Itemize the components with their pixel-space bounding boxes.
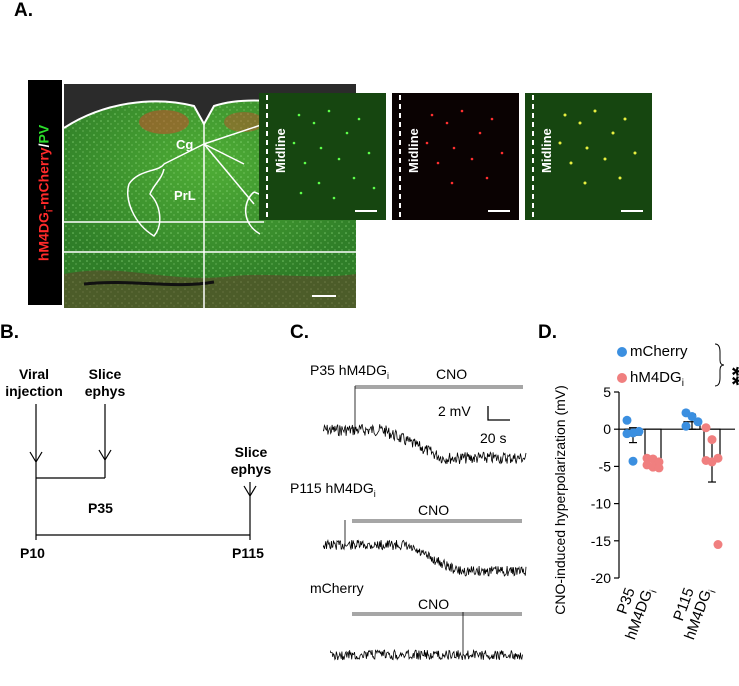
event-slice-ephys-p115: Slice ephys [230,444,272,477]
timepoint-p115: P115 [232,545,264,561]
inset-merge-image: Midline [525,93,652,220]
scale-voltage-label: 2 mV [438,403,471,419]
event-slice-ephys-p35: Slice ephys [84,366,126,399]
data-point [681,421,691,431]
data-point [693,417,703,427]
y-axis-label: CNO-induced hyperpolarization (mV) [552,385,568,615]
cno-bar-2 [352,519,522,523]
region-label-prl: PrL [174,188,196,203]
panel-d-letter: D. [538,322,557,343]
inset-merge-midline-label: Midline [539,128,554,173]
scale-bar-ephys [487,406,510,421]
region-label-cg: Cg [176,137,193,152]
scale-time-label: 20 s [480,430,507,446]
stain-label: hM4DGi-mCherry/PV [35,124,55,261]
timeline-diagram [29,404,257,540]
event-viral-injection: Viral injection [5,366,63,399]
cno-bar-1 [355,385,523,389]
timepoint-p35: P35 [88,500,113,516]
inset-red-midline-label: Midline [406,128,421,173]
data-point [628,456,638,466]
data-point [654,463,664,473]
trace-p35 [323,386,527,465]
data-point [707,457,717,467]
data-point [622,415,632,425]
panel-c-letter: C. [290,322,309,343]
data-point [707,435,717,445]
trace-label-mcherry: mCherry [310,580,364,596]
inset-green-midline-label: Midline [273,128,288,173]
inset-red-image: Midline [392,93,519,220]
data-point [701,423,711,433]
y-tick-label: 0 [603,421,611,437]
inset-green-image: Midline [259,93,386,220]
y-tick-label: 5 [603,384,611,400]
trace-label-p115: P115 hM4DGi [290,480,376,499]
legend-hm4dg-marker [617,373,627,383]
y-tick-label: -15 [591,533,611,549]
legend-mcherry-label: mCherry [630,343,688,360]
cno-bar-3 [352,612,522,616]
y-tick-label: -5 [599,458,612,474]
cno-label-1: CNO [436,366,468,382]
significance-marker: ** [718,366,739,386]
timepoint-p10: P10 [20,545,45,561]
panel-b-letter: B. [0,322,19,343]
legend-hm4dg-label: hM4DGi [630,369,684,389]
cno-label-3: CNO [418,596,450,612]
trace-mcherry [330,612,523,661]
y-tick-label: -20 [591,570,611,586]
data-point [622,429,632,439]
data-point [634,426,644,436]
cno-label-2: CNO [418,502,450,518]
panel-a-letter: A. [14,0,33,21]
data-point [713,540,723,550]
trace-label-p35: P35 hM4DGi [310,362,390,381]
y-tick-label: -10 [591,496,611,512]
stain-label-box: hM4DGi-mCherry/PV [28,80,62,305]
legend-mcherry-marker [617,347,627,357]
trace-p115 [323,520,527,577]
legend [617,343,725,387]
data-point [687,412,697,422]
